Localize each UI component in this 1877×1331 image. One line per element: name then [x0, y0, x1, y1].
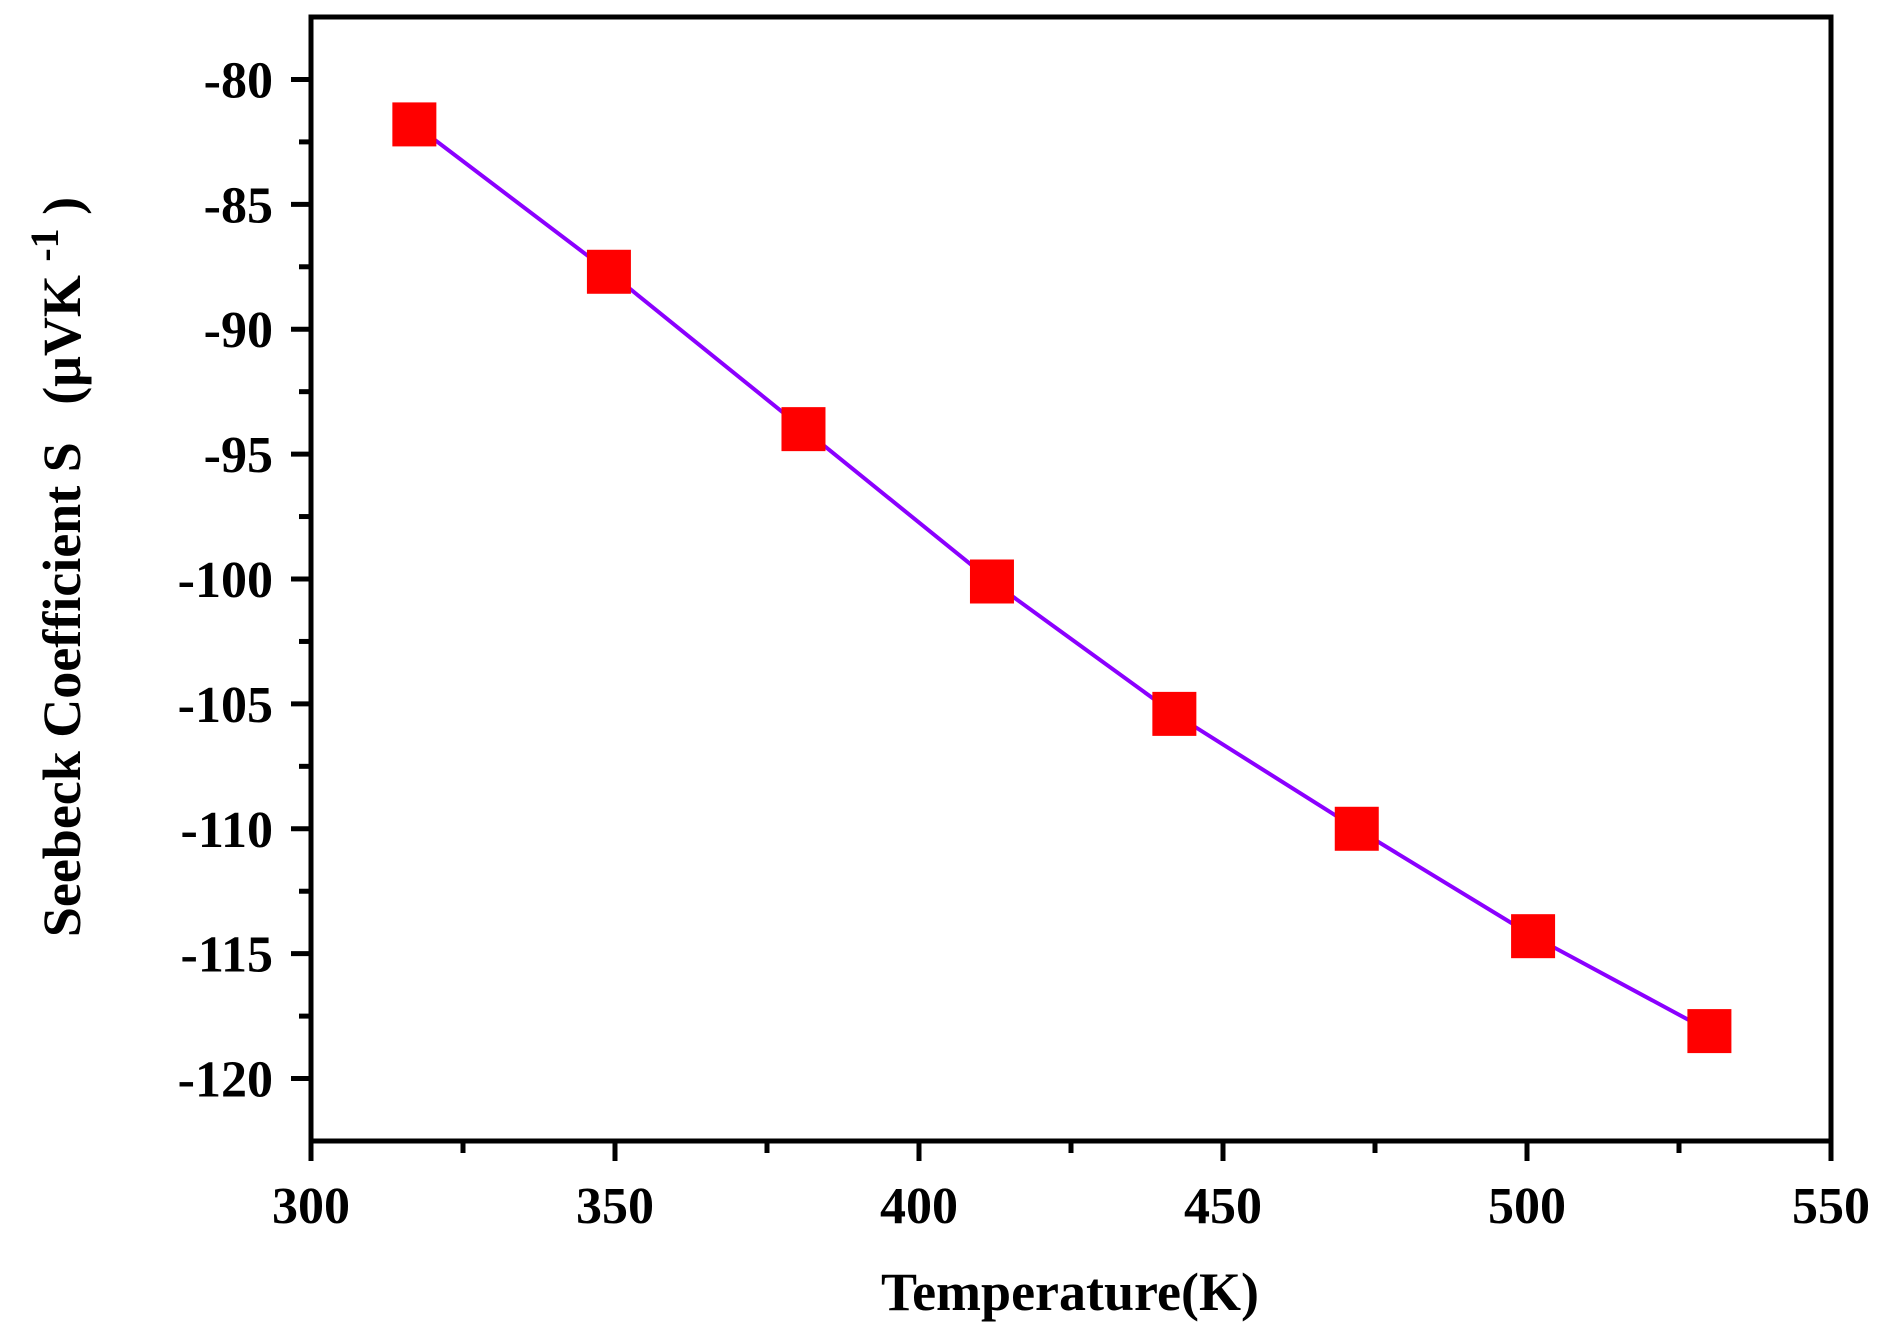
data-point — [1152, 691, 1197, 736]
y-axis-label-unit-open: (μVK — [32, 275, 92, 405]
y-tick-label: -105 — [178, 677, 273, 734]
y-tick-label: -80 — [204, 52, 273, 109]
x-tick-label: 500 — [1488, 1178, 1566, 1235]
y-tick-label: -120 — [178, 1052, 273, 1109]
data-point — [1511, 914, 1556, 959]
y-tick-label: -100 — [178, 552, 273, 609]
y-axis-label-unit-sup: -1 — [22, 228, 67, 261]
data-point — [586, 249, 631, 294]
y-axis-label: Seebeck Coefficient S (μVK -1 ) — [10, 197, 92, 937]
series — [392, 102, 1732, 1054]
y-tick-label: -95 — [204, 427, 273, 484]
data-point — [1687, 1009, 1732, 1054]
y-tick-label: -85 — [204, 177, 273, 234]
labels: Temperature(K) Seebeck Coefficient S (μV… — [10, 197, 1259, 1322]
y-tick-label: -90 — [204, 302, 273, 359]
series-line — [413, 122, 1711, 1033]
ticks: 300 350 400 450 500 550 -80 -85 -90 -95 -100 -105 -1… — [178, 52, 1870, 1235]
y-tick-label: -110 — [181, 802, 273, 859]
data-point — [1334, 806, 1379, 851]
x-tick-label: 300 — [272, 1178, 350, 1235]
x-axis-label: Temperature(K) — [881, 1262, 1259, 1322]
x-tick-label: 350 — [576, 1178, 654, 1235]
x-tick-label: 400 — [880, 1178, 958, 1235]
data-point — [781, 407, 826, 452]
y-tick-label: -115 — [181, 927, 273, 984]
y-axis-label-main: Seebeck Coefficient S — [32, 442, 92, 937]
y-axis-label-unit-close: ) — [32, 197, 92, 215]
x-tick-label: 550 — [1792, 1178, 1870, 1235]
data-point — [392, 102, 437, 147]
x-tick-label: 450 — [1184, 1178, 1262, 1235]
data-point — [969, 559, 1014, 604]
